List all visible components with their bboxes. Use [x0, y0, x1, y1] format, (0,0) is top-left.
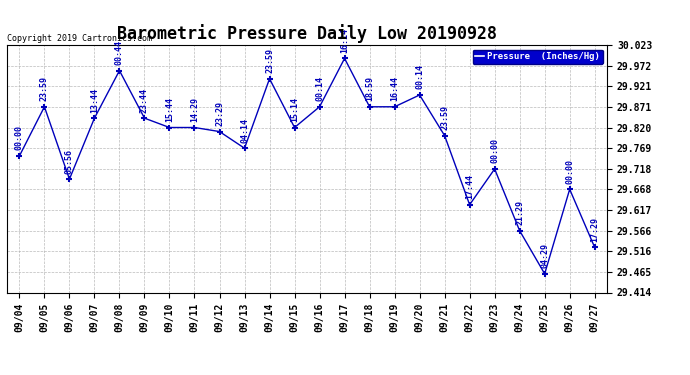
Text: 17:29: 17:29 [590, 217, 599, 242]
Text: 23:44: 23:44 [140, 88, 149, 112]
Text: 00:44: 00:44 [115, 40, 124, 65]
Text: 00:00: 00:00 [490, 138, 499, 164]
Text: 04:14: 04:14 [240, 118, 249, 142]
Text: 00:00: 00:00 [15, 125, 24, 150]
Text: 04:29: 04:29 [540, 243, 549, 268]
Text: 13:44: 13:44 [90, 88, 99, 112]
Text: 21:29: 21:29 [515, 200, 524, 225]
Text: 15:44: 15:44 [165, 97, 174, 122]
Text: 05:56: 05:56 [65, 148, 74, 174]
Text: 17:44: 17:44 [465, 174, 474, 199]
Text: 18:59: 18:59 [365, 76, 374, 101]
Text: 15:14: 15:14 [290, 97, 299, 122]
Title: Barometric Pressure Daily Low 20190928: Barometric Pressure Daily Low 20190928 [117, 24, 497, 44]
Text: 23:59: 23:59 [440, 105, 449, 130]
Text: 16:44: 16:44 [390, 76, 399, 101]
Legend: Pressure  (Inches/Hg): Pressure (Inches/Hg) [473, 50, 602, 64]
Text: 23:59: 23:59 [40, 76, 49, 101]
Text: 23:59: 23:59 [265, 48, 274, 73]
Text: 00:14: 00:14 [315, 76, 324, 101]
Text: 00:14: 00:14 [415, 64, 424, 89]
Text: 23:29: 23:29 [215, 101, 224, 126]
Text: Copyright 2019 Cartronics.com: Copyright 2019 Cartronics.com [7, 33, 152, 42]
Text: 00:00: 00:00 [565, 159, 574, 184]
Text: 14:29: 14:29 [190, 97, 199, 122]
Text: 16:14: 16:14 [340, 28, 349, 53]
